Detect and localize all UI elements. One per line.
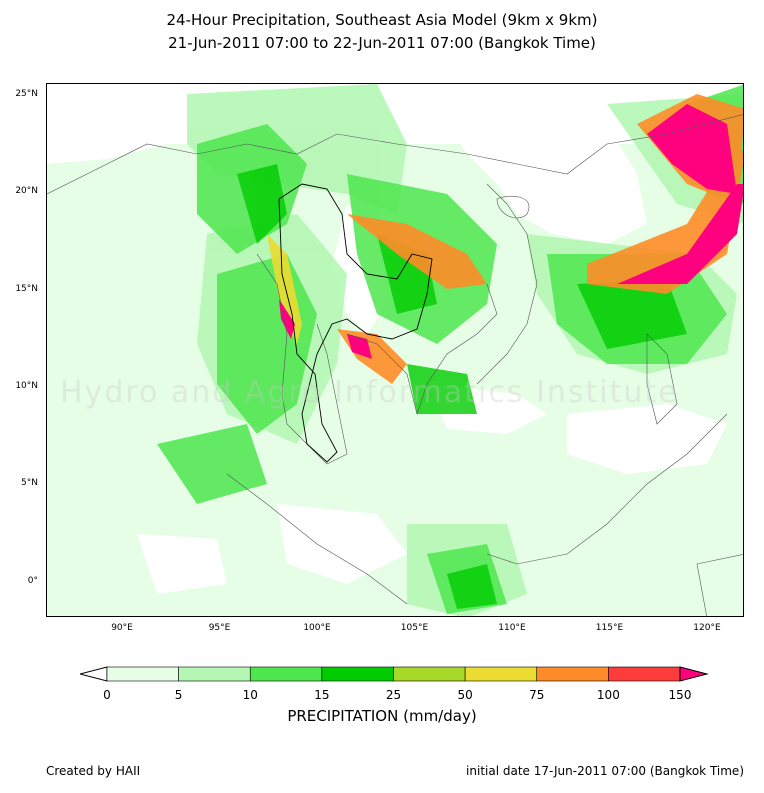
colorbar-tick-label: 75 bbox=[529, 688, 545, 702]
dry-areas bbox=[47, 84, 727, 594]
colorbar bbox=[80, 666, 709, 682]
chart-subtitle: 21-Jun-2011 07:00 to 22-Jun-2011 07:00 (… bbox=[168, 34, 596, 52]
thailand-border bbox=[278, 183, 433, 463]
colorbar-under-cap bbox=[80, 666, 108, 682]
colorbar-tick-label: 25 bbox=[385, 688, 402, 702]
colorbar-over-cap bbox=[679, 666, 709, 682]
precip-very-heavy bbox=[237, 164, 687, 609]
colorbar-tick-label: 5 bbox=[174, 688, 183, 702]
latitude-label: 15°N bbox=[15, 283, 38, 294]
longitude-label: 105°E bbox=[400, 623, 429, 633]
colorbar-segment bbox=[536, 666, 609, 682]
latitude-label: 25°N bbox=[15, 88, 38, 99]
longitude-label: 95°E bbox=[208, 623, 231, 633]
longitude-label: 110°E bbox=[498, 623, 526, 633]
created-by-label: Created by HAII bbox=[46, 764, 141, 778]
longitude-label: 100°E bbox=[303, 623, 331, 633]
longitude-label: 90°E bbox=[111, 623, 133, 633]
longitude-label: 120°E bbox=[693, 623, 721, 633]
chart-title: 24-Hour Precipitation, Southeast Asia Mo… bbox=[166, 11, 598, 29]
colorbar-segment bbox=[464, 666, 538, 682]
colorbar-tick-label: 15 bbox=[314, 688, 330, 702]
map-canvas bbox=[47, 84, 743, 616]
initial-date-label: initial date 17-Jun-2011 07:00 (Bangkok … bbox=[466, 764, 744, 778]
colorbar-tick-label: 150 bbox=[668, 688, 692, 702]
latitude-label: 20°N bbox=[15, 186, 38, 197]
latitude-label: 10°N bbox=[15, 381, 38, 392]
colorbar-segment bbox=[321, 666, 394, 682]
colorbar-tick-label: 0 bbox=[103, 688, 111, 702]
colorbar-segment bbox=[608, 666, 681, 682]
colorbar-tick-label: 10 bbox=[242, 688, 258, 702]
longitude-label: 115°E bbox=[595, 623, 624, 633]
latitude-label: 0° bbox=[27, 575, 38, 586]
latitude-label: 5°N bbox=[21, 478, 38, 489]
colorbar-segment bbox=[249, 666, 323, 682]
watermark: Hydro and Agro Informatics Institute bbox=[60, 375, 679, 410]
colorbar-segment bbox=[106, 666, 179, 682]
precipitation-map bbox=[46, 83, 744, 617]
colorbar-tick-label: 100 bbox=[596, 688, 620, 702]
colorbar-segment bbox=[393, 666, 466, 682]
colorbar-title: PRECIPITATION (mm/day) bbox=[287, 707, 477, 725]
coastlines bbox=[47, 114, 743, 616]
colorbar-segment bbox=[178, 666, 251, 682]
colorbar-tick-label: 50 bbox=[457, 688, 473, 702]
